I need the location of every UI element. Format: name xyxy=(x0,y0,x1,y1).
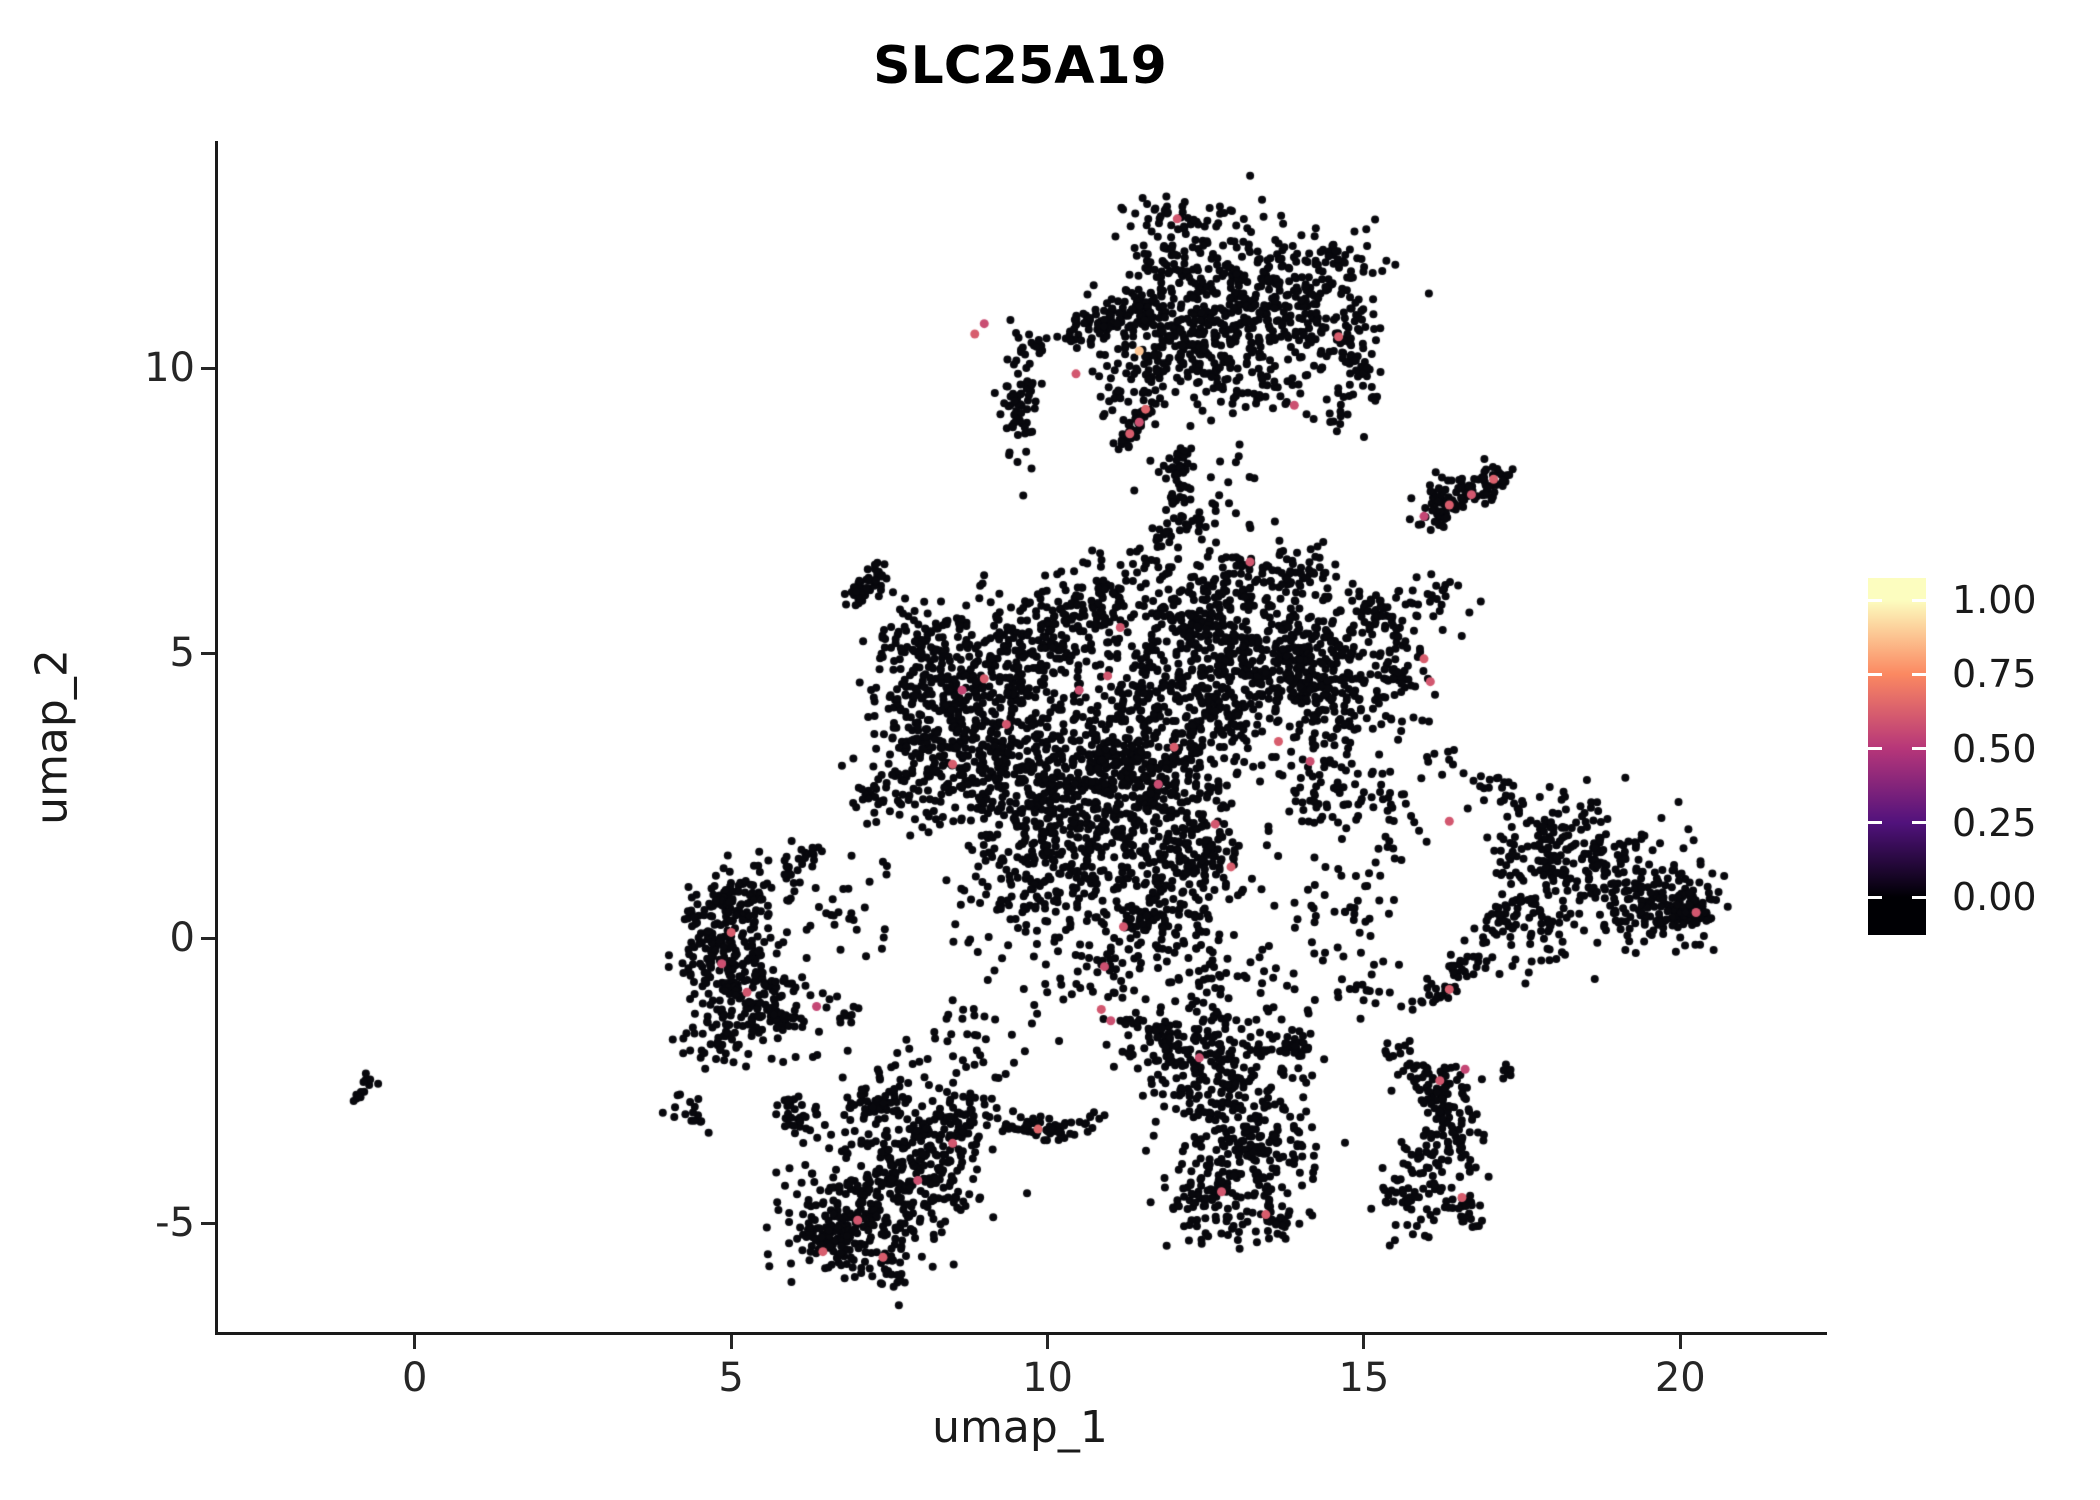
legend-label: 0.00 xyxy=(1952,875,2037,919)
scatter-points-canvas xyxy=(218,143,1822,1332)
x-axis-tick xyxy=(1678,1335,1682,1349)
legend-tick-left xyxy=(1868,821,1882,825)
y-axis-tick xyxy=(201,366,215,370)
y-tick-label: -5 xyxy=(155,1200,195,1247)
legend-tick-right xyxy=(1912,598,1926,602)
x-tick-label: 0 xyxy=(402,1355,428,1401)
x-axis-tick xyxy=(1046,1335,1050,1349)
legend-tick-left xyxy=(1868,895,1882,899)
x-tick-label: 10 xyxy=(1022,1355,1073,1401)
legend-label: 0.25 xyxy=(1952,800,2037,845)
x-axis-tick xyxy=(413,1335,417,1349)
x-tick-label: 20 xyxy=(1654,1355,1706,1401)
legend-tick-right xyxy=(1912,747,1926,750)
legend-tick-right xyxy=(1912,821,1926,825)
legend-label: 1.00 xyxy=(1952,578,2037,622)
x-axis-tick xyxy=(1362,1335,1366,1349)
plot-title: SLC25A19 xyxy=(873,36,1167,96)
x-axis-line xyxy=(215,1332,1827,1335)
x-tick-label: 15 xyxy=(1338,1355,1390,1401)
y-axis-tick xyxy=(201,936,215,940)
y-tick-label: 5 xyxy=(169,630,195,677)
legend-tick-left xyxy=(1868,747,1882,750)
x-axis-label: umap_1 xyxy=(932,1402,1108,1453)
legend-tick-right xyxy=(1912,895,1926,899)
y-tick-label: 10 xyxy=(144,345,195,392)
x-tick-label: 5 xyxy=(718,1355,744,1401)
legend-tick-right xyxy=(1912,672,1926,676)
y-axis-tick xyxy=(201,651,215,655)
y-axis-tick xyxy=(201,1221,215,1225)
legend-label: 0.75 xyxy=(1952,652,2037,697)
y-axis-line xyxy=(215,141,218,1335)
legend-tick-left xyxy=(1868,672,1882,676)
expression-colorbar xyxy=(1868,578,1926,935)
legend-tick-left xyxy=(1868,598,1882,602)
legend-label: 0.50 xyxy=(1952,726,2037,771)
x-axis-tick xyxy=(729,1335,733,1349)
y-tick-label: 0 xyxy=(169,915,195,962)
